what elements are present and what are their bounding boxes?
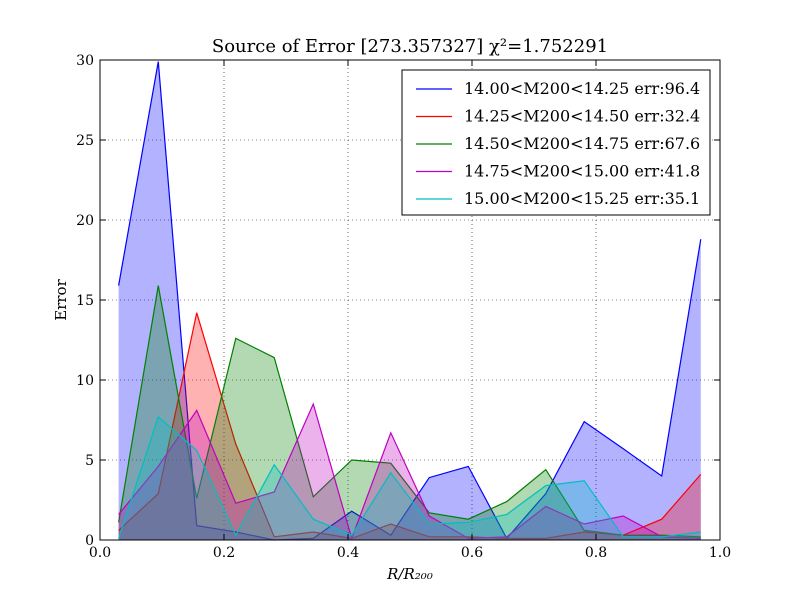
x-tick-label: 0.8 <box>585 545 607 561</box>
series-area-2 <box>118 312 701 540</box>
y-tick-label: 30 <box>76 53 94 69</box>
chart-title: Source of Error [273.357327] χ²=1.752291 <box>212 36 608 57</box>
axis-ticks: 0.0 0.2 0.4 0.6 0.8 1.0 0 5 10 15 20 25 30 <box>76 53 731 561</box>
series-area-1 <box>118 61 701 540</box>
y-tick-label: 15 <box>76 293 94 309</box>
series-area-5 <box>118 416 701 540</box>
series-areas <box>118 61 702 541</box>
series-line-4 <box>118 402 701 541</box>
legend-label: 14.25<M200<14.50 err:32.4 <box>464 107 700 126</box>
y-tick-label: 25 <box>76 133 94 149</box>
y-tick-label: 20 <box>76 213 94 229</box>
y-tick-label: 0 <box>85 533 94 549</box>
series-area-4 <box>118 404 701 540</box>
x-tick-label: 1.0 <box>709 545 731 561</box>
legend-box <box>401 69 711 216</box>
x-tick-label: 0.6 <box>461 545 483 561</box>
legend-label: 14.00<M200<14.25 err:96.4 <box>464 79 700 98</box>
x-tick-label: 0.0 <box>89 545 111 561</box>
y-axis-label: Error <box>52 278 70 320</box>
legend-label: 15.00<M200<15.25 err:35.1 <box>464 189 700 208</box>
legend: 14.00<M200<14.25 err:96.4 14.25<M200<14.5… <box>401 69 711 216</box>
x-axis-label: R/R₂₀₀ <box>386 565 433 583</box>
legend-label: 14.50<M200<14.75 err:67.6 <box>464 134 700 153</box>
x-tick-label: 0.4 <box>337 545 359 561</box>
series-line-2 <box>118 312 702 540</box>
y-tick-label: 10 <box>76 373 94 389</box>
legend-label: 14.75<M200<15.00 err:41.8 <box>464 162 700 181</box>
series-line-3 <box>118 285 701 538</box>
x-tick-label: 0.2 <box>213 545 235 561</box>
series-line-5 <box>118 415 701 539</box>
series-area-3 <box>118 285 701 540</box>
series-line-1 <box>118 61 702 541</box>
y-tick-label: 5 <box>85 453 94 469</box>
